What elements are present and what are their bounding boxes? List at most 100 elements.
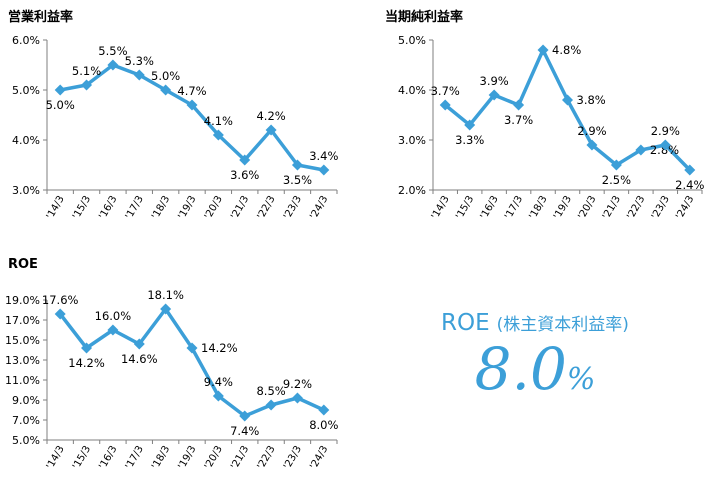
data-point-marker <box>54 308 66 320</box>
data-label: 3.7% <box>431 84 460 98</box>
data-point-marker <box>318 164 330 176</box>
chart-panel-net-margin: 当期純利益率 2.0% 3.0% 4.0% 5.0% '14/3'15/3'16/3'1… <box>365 0 725 245</box>
x-tick-label: '17/3 <box>124 444 146 471</box>
data-point-marker <box>488 89 500 101</box>
chart-panel-operating-margin: 営業利益率 3.0% 4.0% 5.0% 6.0% '14/3'15/3'16/3'17… <box>0 0 360 245</box>
chart-operating-margin: 3.0% 4.0% 5.0% 6.0% '14/3'15/3'16/3'17/3'18/… <box>12 34 338 221</box>
x-tick-label: '17/3 <box>124 194 146 221</box>
data-label: 3.8% <box>577 93 606 107</box>
y-tick-label: 4.0% <box>12 134 40 147</box>
data-label: 14.6% <box>121 352 158 366</box>
data-label: 2.5% <box>602 173 631 187</box>
data-point-marker <box>160 303 172 315</box>
data-label: 3.3% <box>455 133 484 147</box>
data-label: 4.2% <box>256 109 285 123</box>
x-tick-label: '23/3 <box>650 194 672 221</box>
kpi-value: 8.0% <box>400 338 670 411</box>
data-point-marker <box>212 129 224 141</box>
x-tick-label: '21/3 <box>229 194 251 221</box>
data-label: 3.4% <box>309 149 338 163</box>
x-tick-label: '20/3 <box>576 194 598 221</box>
chart-title: ROE <box>8 257 38 272</box>
data-label: 5.3% <box>125 54 154 68</box>
x-tick-label: '15/3 <box>71 444 93 471</box>
chart-roe: 5.0% 7.0% 9.0% 11.0% 13.0% 15.0% 17.0% 19.0% '14… <box>5 288 338 471</box>
x-tick-label: '22/3 <box>625 194 647 221</box>
y-tick-label: 9.0% <box>12 394 40 407</box>
y-tick-label: 5.0% <box>12 434 40 447</box>
chart-title: 営業利益率 <box>8 10 74 25</box>
x-tick-label: '24/3 <box>308 444 330 471</box>
data-point-marker <box>81 342 93 354</box>
data-label: 5.1% <box>72 64 101 78</box>
x-tick-label: '23/3 <box>282 194 304 221</box>
data-label: 2.4% <box>675 178 704 192</box>
chart-panel-roe: ROE 5.0% 7.0% 9.0% 11.0% 13.0% 15.0% 17.0% 19.0… <box>0 250 360 500</box>
data-point-marker <box>684 164 696 176</box>
y-tick-label: 15.0% <box>5 334 40 347</box>
data-point-marker <box>610 159 622 171</box>
data-point-marker <box>239 410 251 422</box>
x-tick-label: '19/3 <box>552 194 574 221</box>
x-tick-label: '18/3 <box>528 194 550 221</box>
x-tick-label: '18/3 <box>150 194 172 221</box>
data-point-marker <box>186 342 198 354</box>
x-tick-label: '14/3 <box>45 194 67 221</box>
data-point-marker <box>659 139 671 151</box>
data-label: 4.7% <box>177 84 206 98</box>
x-tick-label: '22/3 <box>256 194 278 221</box>
data-label: 3.5% <box>283 173 312 187</box>
data-label: 14.2% <box>201 341 238 355</box>
x-tick-label: '20/3 <box>203 444 225 471</box>
x-tick-label: '18/3 <box>150 444 172 471</box>
kpi-sublabel: (株主資本利益率) <box>496 315 629 335</box>
x-tick-label: '14/3 <box>430 194 452 221</box>
chart-net-margin: 2.0% 3.0% 4.0% 5.0% '14/3'15/3'16/3'17/3'18/… <box>398 34 704 221</box>
data-label: 7.4% <box>230 424 259 438</box>
data-point-marker <box>291 392 303 404</box>
y-tick-label: 3.0% <box>12 184 40 197</box>
x-tick-label: '19/3 <box>176 444 198 471</box>
y-tick-label: 6.0% <box>12 34 40 47</box>
kpi-label: ROE (株主資本利益率) <box>400 310 670 336</box>
data-point-marker <box>107 324 119 336</box>
y-tick-label: 11.0% <box>5 374 40 387</box>
data-label: 8.5% <box>256 384 285 398</box>
x-tick-label: '22/3 <box>256 444 278 471</box>
data-label: 18.1% <box>147 288 184 302</box>
x-tick-label: '16/3 <box>479 194 501 221</box>
data-label: 2.9% <box>651 124 680 138</box>
data-point-marker <box>212 390 224 402</box>
data-point-marker <box>635 144 647 156</box>
y-tick-label: 3.0% <box>398 134 426 147</box>
data-point-marker <box>107 59 119 71</box>
y-tick-label: 2.0% <box>398 184 426 197</box>
data-label: 4.8% <box>552 43 581 57</box>
data-point-marker <box>586 139 598 151</box>
data-point-marker <box>318 404 330 416</box>
data-label: 4.1% <box>204 114 233 128</box>
data-label: 8.0% <box>309 418 338 432</box>
data-point-marker <box>464 119 476 131</box>
data-point-marker <box>54 84 66 96</box>
data-label: 9.2% <box>283 377 312 391</box>
data-label: 14.2% <box>68 356 105 370</box>
x-tick-label: '21/3 <box>229 444 251 471</box>
data-point-marker <box>160 84 172 96</box>
x-tick-label: '21/3 <box>601 194 623 221</box>
data-label: 17.6% <box>42 293 79 307</box>
y-tick-label: 7.0% <box>12 414 40 427</box>
data-point-marker <box>186 99 198 111</box>
data-point-marker <box>133 69 145 81</box>
data-label: 9.4% <box>204 375 233 389</box>
data-point-marker <box>81 79 93 91</box>
data-point-marker <box>133 338 145 350</box>
data-point-marker <box>562 94 573 106</box>
roe-kpi: ROE (株主資本利益率) 8.0% <box>400 310 670 411</box>
data-label: 2.9% <box>577 124 606 138</box>
x-tick-label: '15/3 <box>71 194 93 221</box>
x-tick-label: '20/3 <box>203 194 225 221</box>
data-label: 16.0% <box>95 309 132 323</box>
data-point-marker <box>537 44 549 56</box>
x-tick-label: '16/3 <box>97 194 119 221</box>
